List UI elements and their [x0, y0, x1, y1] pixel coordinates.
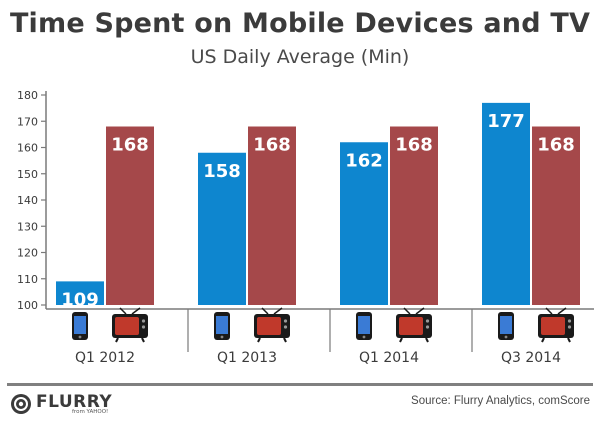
- television-icon: [254, 307, 290, 343]
- bar-mobile: [56, 281, 104, 305]
- data-label-mobile: 158: [203, 161, 241, 182]
- bar-tv: [248, 126, 296, 305]
- data-label-tv: 168: [537, 135, 575, 156]
- y-tick-label: 110: [17, 273, 38, 286]
- category-label: Q1 2012: [75, 350, 135, 366]
- y-tick-label: 130: [17, 220, 38, 233]
- smartphone-icon: [214, 312, 230, 340]
- y-tick-label: 100: [17, 299, 38, 312]
- bar-tv: [532, 126, 580, 305]
- data-label-mobile: 177: [487, 111, 525, 132]
- y-tick-label: 180: [17, 89, 38, 102]
- source-note: Source: Flurry Analytics, comScore: [411, 395, 590, 407]
- y-tick-label: 170: [17, 115, 38, 128]
- television-icon: [538, 307, 574, 343]
- bar-tv: [106, 126, 154, 305]
- bar-mobile: [340, 142, 388, 305]
- footer-divider: [7, 383, 593, 386]
- bar-mobile: [482, 102, 530, 305]
- television-icon: [396, 307, 432, 343]
- category-label: Q1 2013: [217, 350, 277, 366]
- category-label: Q1 2014: [359, 350, 419, 366]
- flurry-logo: FLURRY from YAHOO!: [10, 391, 120, 415]
- bar-tv: [390, 126, 438, 305]
- chart-title: Time Spent on Mobile Devices and TV: [9, 8, 591, 39]
- smartphone-icon: [356, 312, 372, 340]
- y-tick-label: 150: [17, 168, 38, 181]
- data-label-tv: 168: [253, 135, 291, 156]
- y-tick-label: 160: [17, 142, 38, 155]
- data-label-mobile: 109: [61, 289, 99, 310]
- footer: FLURRY from YAHOO! Source: Flurry Analyt…: [0, 383, 600, 421]
- y-tick-label: 120: [17, 247, 38, 260]
- smartphone-icon: [72, 312, 88, 340]
- smartphone-icon: [498, 312, 514, 340]
- y-tick-label: 140: [17, 194, 38, 207]
- category-label: Q3 2014: [501, 350, 561, 366]
- television-icon: [112, 307, 148, 343]
- data-label-tv: 168: [111, 135, 149, 156]
- bar-mobile: [198, 152, 246, 305]
- chart-subtitle: US Daily Average (Min): [190, 46, 410, 68]
- flurry-logo-icon: [11, 394, 31, 414]
- logo-wordmark: FLURRY: [36, 392, 113, 412]
- data-label-mobile: 162: [345, 150, 383, 171]
- data-label-tv: 168: [395, 135, 433, 156]
- bar-chart: 100 110 120 130 140 150 160 170 180 109 168 Q1 2012…: [17, 89, 594, 366]
- logo-tagline: from YAHOO!: [72, 409, 109, 415]
